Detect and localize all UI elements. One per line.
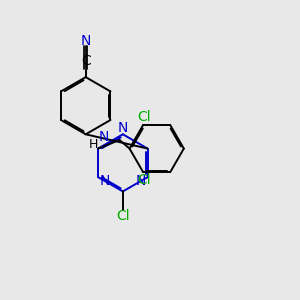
Text: H: H <box>88 138 98 151</box>
Text: Cl: Cl <box>138 173 152 187</box>
Text: C: C <box>81 54 91 68</box>
Text: N: N <box>80 34 91 48</box>
Text: N: N <box>100 174 110 188</box>
Text: Cl: Cl <box>138 110 152 124</box>
Text: Cl: Cl <box>116 209 130 223</box>
Text: N: N <box>135 174 146 188</box>
Text: N: N <box>118 121 128 135</box>
Text: N: N <box>99 130 109 144</box>
